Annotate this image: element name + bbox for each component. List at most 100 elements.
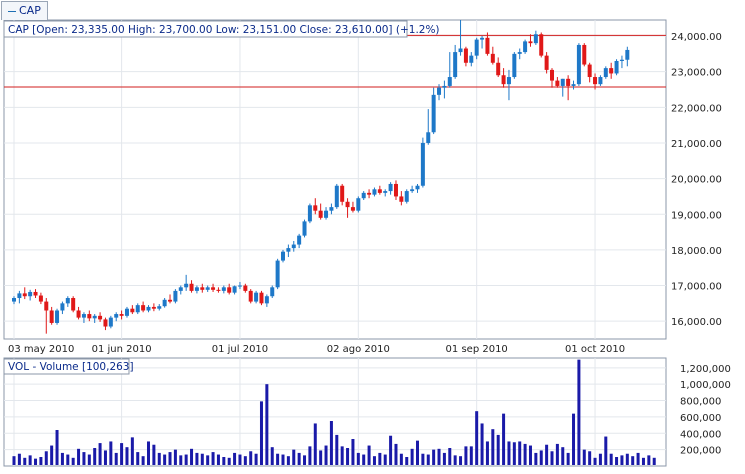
volume-bar: [588, 451, 592, 465]
candle-body: [587, 64, 592, 78]
candle: [544, 52, 549, 74]
volume-bar: [141, 456, 145, 465]
candle-body: [544, 55, 549, 70]
candle: [350, 201, 355, 213]
candle: [286, 244, 291, 258]
candle: [372, 187, 377, 197]
candle: [205, 285, 210, 292]
volume-bar: [593, 457, 597, 465]
candle: [81, 312, 86, 323]
candle: [463, 46, 468, 67]
candle: [237, 281, 242, 290]
candle-body: [388, 183, 393, 192]
volume-bar: [152, 444, 156, 465]
candle: [367, 189, 372, 199]
candle: [178, 285, 183, 295]
candle-body: [302, 221, 307, 236]
candle-body: [243, 285, 248, 291]
volume-bar: [103, 450, 107, 465]
volume-bar: [518, 441, 522, 465]
candle: [157, 304, 162, 311]
legend-tab[interactable]: CAP: [1, 1, 48, 20]
candle-body: [87, 314, 92, 319]
volume-header: VOL - Volume [100,263]: [8, 361, 134, 373]
candle-body: [98, 315, 103, 320]
candle-body: [340, 185, 345, 202]
price-y-tick-label: 19,000.00: [671, 210, 722, 221]
x-tick-label: 01 jul 2010: [212, 344, 268, 355]
candle: [550, 68, 554, 88]
candle-body: [571, 84, 576, 86]
candle: [361, 191, 366, 200]
candle: [22, 287, 27, 300]
candle: [124, 306, 129, 318]
candle-body: [44, 301, 49, 311]
candle-body: [237, 285, 242, 287]
volume-bar: [125, 447, 129, 465]
volume-bar: [459, 456, 463, 465]
volume-bar: [507, 441, 511, 465]
volume-bar: [636, 452, 640, 465]
candle: [307, 203, 312, 224]
volume-bar: [329, 421, 333, 465]
candle-body: [555, 80, 560, 86]
volume-bar: [12, 456, 16, 465]
candle: [533, 30, 538, 45]
candle: [141, 301, 146, 313]
volume-bar: [195, 452, 199, 465]
volume-bar: [502, 413, 506, 465]
candle-body: [297, 235, 302, 245]
price-grid: [4, 20, 666, 339]
volume-bars: [12, 359, 656, 465]
candle-body: [76, 310, 81, 318]
candle: [162, 298, 167, 308]
candle-body: [114, 314, 119, 318]
volume-bar: [631, 456, 635, 465]
candle-body: [415, 185, 420, 190]
candle-body: [211, 287, 216, 290]
volume-bar: [71, 457, 75, 465]
candle-body: [372, 189, 377, 195]
candle: [437, 84, 442, 101]
candle-body: [248, 290, 253, 302]
candle-body: [184, 283, 189, 288]
candle-body: [141, 305, 146, 311]
candle-body: [92, 315, 97, 319]
volume-bar: [147, 441, 150, 465]
candle: [76, 306, 81, 320]
candle: [560, 78, 565, 97]
candle-body: [404, 191, 409, 202]
volume-bar: [399, 453, 403, 465]
volume-bar: [416, 440, 419, 465]
candle-body: [485, 37, 490, 54]
volume-bar: [249, 451, 253, 465]
volume-bar: [340, 446, 344, 465]
candle-body: [420, 142, 425, 186]
volume-bar: [362, 454, 366, 465]
volume-bar: [539, 450, 543, 465]
candle-body: [437, 87, 442, 95]
candle-body: [146, 306, 151, 311]
candle-body: [619, 59, 624, 61]
volume-header-box: [3, 358, 130, 375]
candle-body: [474, 39, 479, 56]
volume-bar: [598, 453, 602, 465]
candle: [291, 240, 296, 252]
candle: [270, 285, 275, 299]
candle: [194, 285, 199, 294]
candle: [232, 285, 237, 295]
candle: [480, 36, 485, 49]
candle-body: [281, 251, 285, 261]
volume-bar: [448, 448, 452, 465]
x-tick-label: 03 may 2010: [8, 344, 74, 355]
volume-bar: [17, 453, 21, 465]
candle: [173, 289, 178, 304]
volume-bar: [82, 452, 86, 465]
candle: [566, 75, 571, 101]
candle: [603, 66, 608, 79]
volume-bar: [615, 457, 619, 465]
candle-body: [22, 293, 27, 297]
volume-y-tick-label: 400,000: [680, 429, 721, 440]
candle-body: [259, 292, 264, 304]
